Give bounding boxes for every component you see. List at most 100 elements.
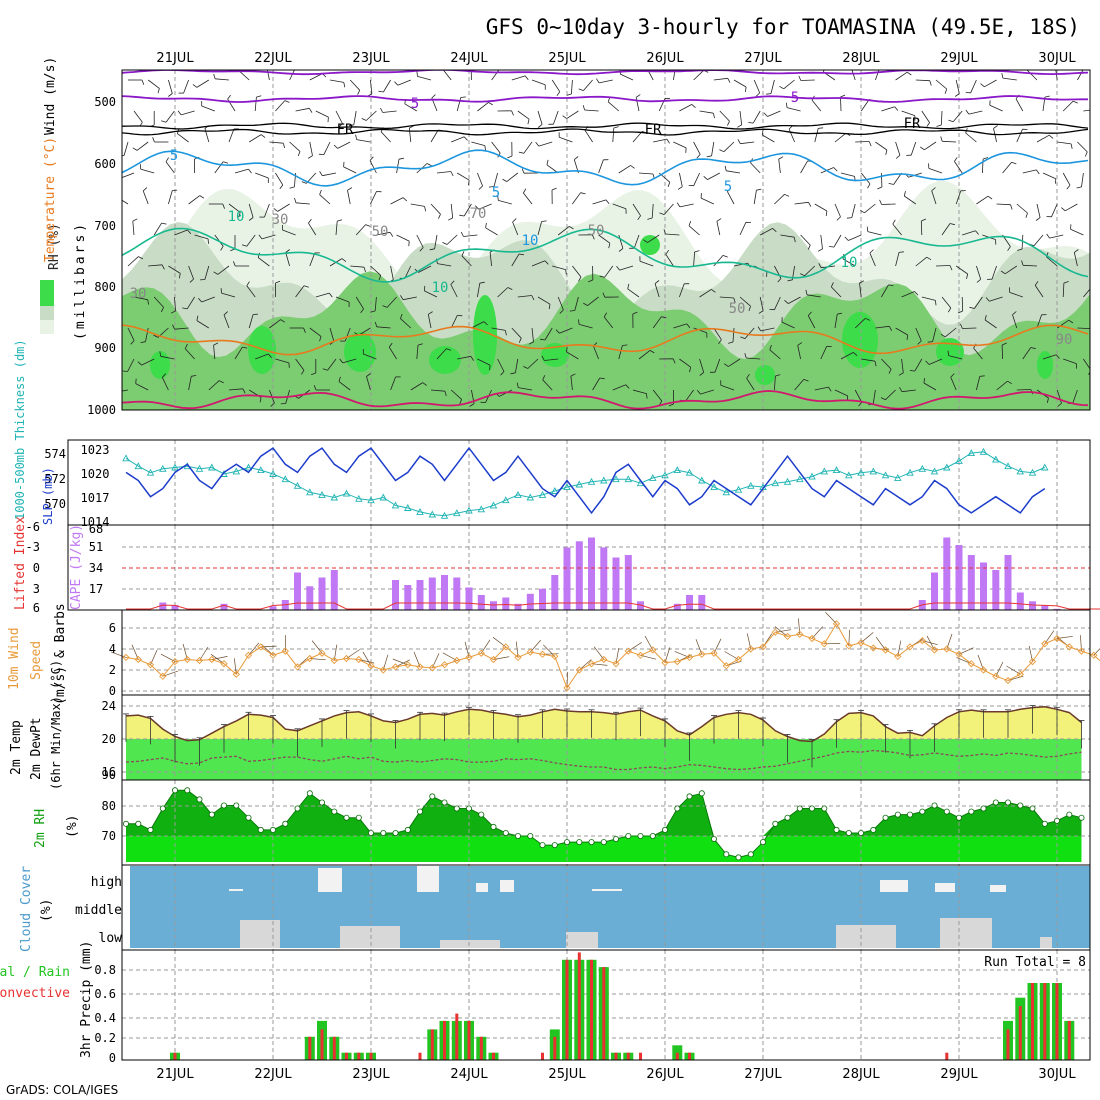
wind-barb-flag [199,195,205,199]
rh2m-marker [245,814,252,821]
wind-barb-flag [599,275,605,278]
wind10-marker [220,660,228,668]
precip-convective-bar [577,952,581,1060]
ytick-label: 80 [102,799,116,813]
rh2m-marker [159,805,166,812]
wind-barb-flag [808,202,812,207]
wind10-marker [477,649,485,657]
wind-barb [1042,172,1056,180]
wind-barb-flag [137,361,142,366]
wind-barb-flag [524,75,529,81]
wind-barb-flag [605,199,610,205]
wind-barb [489,252,492,267]
wind-barb [1034,285,1044,298]
wind-barb-flag [666,138,670,144]
wind-barb [491,70,500,81]
wind-barb-flag [727,78,731,83]
wind-barb-flag [786,102,788,108]
ytick-label: 1023 [81,443,110,457]
wind-barb-flag [920,146,925,151]
wind-barb [416,234,424,248]
wind-barb [945,327,957,338]
wind-barb-flag [727,187,731,192]
wind10-marker [759,643,767,651]
wind-barb-flag [1084,68,1089,69]
wind-barb [246,234,256,247]
wind10-marker [293,663,302,671]
wind-barb [699,358,705,373]
cape-bar [1029,601,1036,611]
wind-barb [940,110,943,126]
wind10-barb [543,644,556,657]
wind-barb [976,265,982,280]
wind-barb-flag [1007,380,1013,385]
rh2m-panel: 90 80 70 2m RH (%) [33,768,1091,866]
wind-barb [881,172,883,188]
wind-barb [653,138,667,143]
precip-convective-bar [479,1036,483,1060]
wind-barb [538,141,553,147]
wind-barb [914,358,923,372]
wind-barb [778,159,781,174]
wind-barb [652,389,663,402]
precip-convective-bar [688,1052,691,1060]
wind-barb [774,375,776,391]
cape-bar [612,557,620,610]
ytick-label: 90 [102,768,116,782]
wind10-barb [199,646,209,661]
wind-barb-flag [1046,233,1050,239]
wind-barb-flag [424,206,426,212]
wind-barb-flag [757,326,762,332]
wind-barb-flag [227,94,231,100]
contour-label: 10 [522,233,539,249]
wind-barb [831,286,842,298]
wind-barb [700,389,714,395]
cape-bar [600,547,608,610]
wind-barb-flag [161,120,167,123]
wind-barb [932,327,937,342]
wind-barb [942,140,957,143]
wind-barb-flag [895,154,901,159]
ytick-label: 4 [109,642,116,656]
cloud-bars [229,866,1052,948]
cape-bar [490,601,497,611]
wind-barb [620,73,634,81]
wind10-marker [820,640,828,648]
wind-barb-flag [923,378,925,384]
wind-barb-flag [242,346,248,349]
rh-swatch-light [40,320,54,334]
wind-barb [267,70,270,81]
wind-barb [217,265,230,275]
wind-barb [744,327,755,339]
wind-barb-flag [1055,354,1060,359]
wind-barb-flag [947,350,949,356]
wind10-marker [955,650,963,658]
wind-barb-flag [402,197,408,202]
wind-barb [450,315,458,329]
wind-barb-flag [667,182,671,188]
wind-barb-flag [966,273,969,279]
wind-barb [544,327,553,341]
wind-barb [974,296,983,309]
wind-barb-flag [285,249,290,253]
wind-barb [587,296,599,306]
wind-barb-flag [161,264,165,270]
wind-barb-flag [459,399,462,405]
wind-barb-flag [307,155,313,159]
wind-barb-flag [1017,248,1023,251]
wind10-marker [269,651,277,659]
wind-barb-flag [888,182,894,185]
wind-barb [196,79,210,88]
wind-barb [714,358,721,373]
rh2m-marker [123,820,130,827]
cape-bar [575,541,583,611]
wind-barb-flag [859,209,865,214]
wind-barb-flag [450,280,455,285]
rh-bright-cell [755,365,775,385]
thickness-line [125,451,1045,517]
precip-convective-bar [1031,983,1034,1060]
wind-barb [542,379,553,391]
wind-barb [807,315,816,329]
wind-barb [446,234,458,245]
rh2m-marker [809,805,816,812]
